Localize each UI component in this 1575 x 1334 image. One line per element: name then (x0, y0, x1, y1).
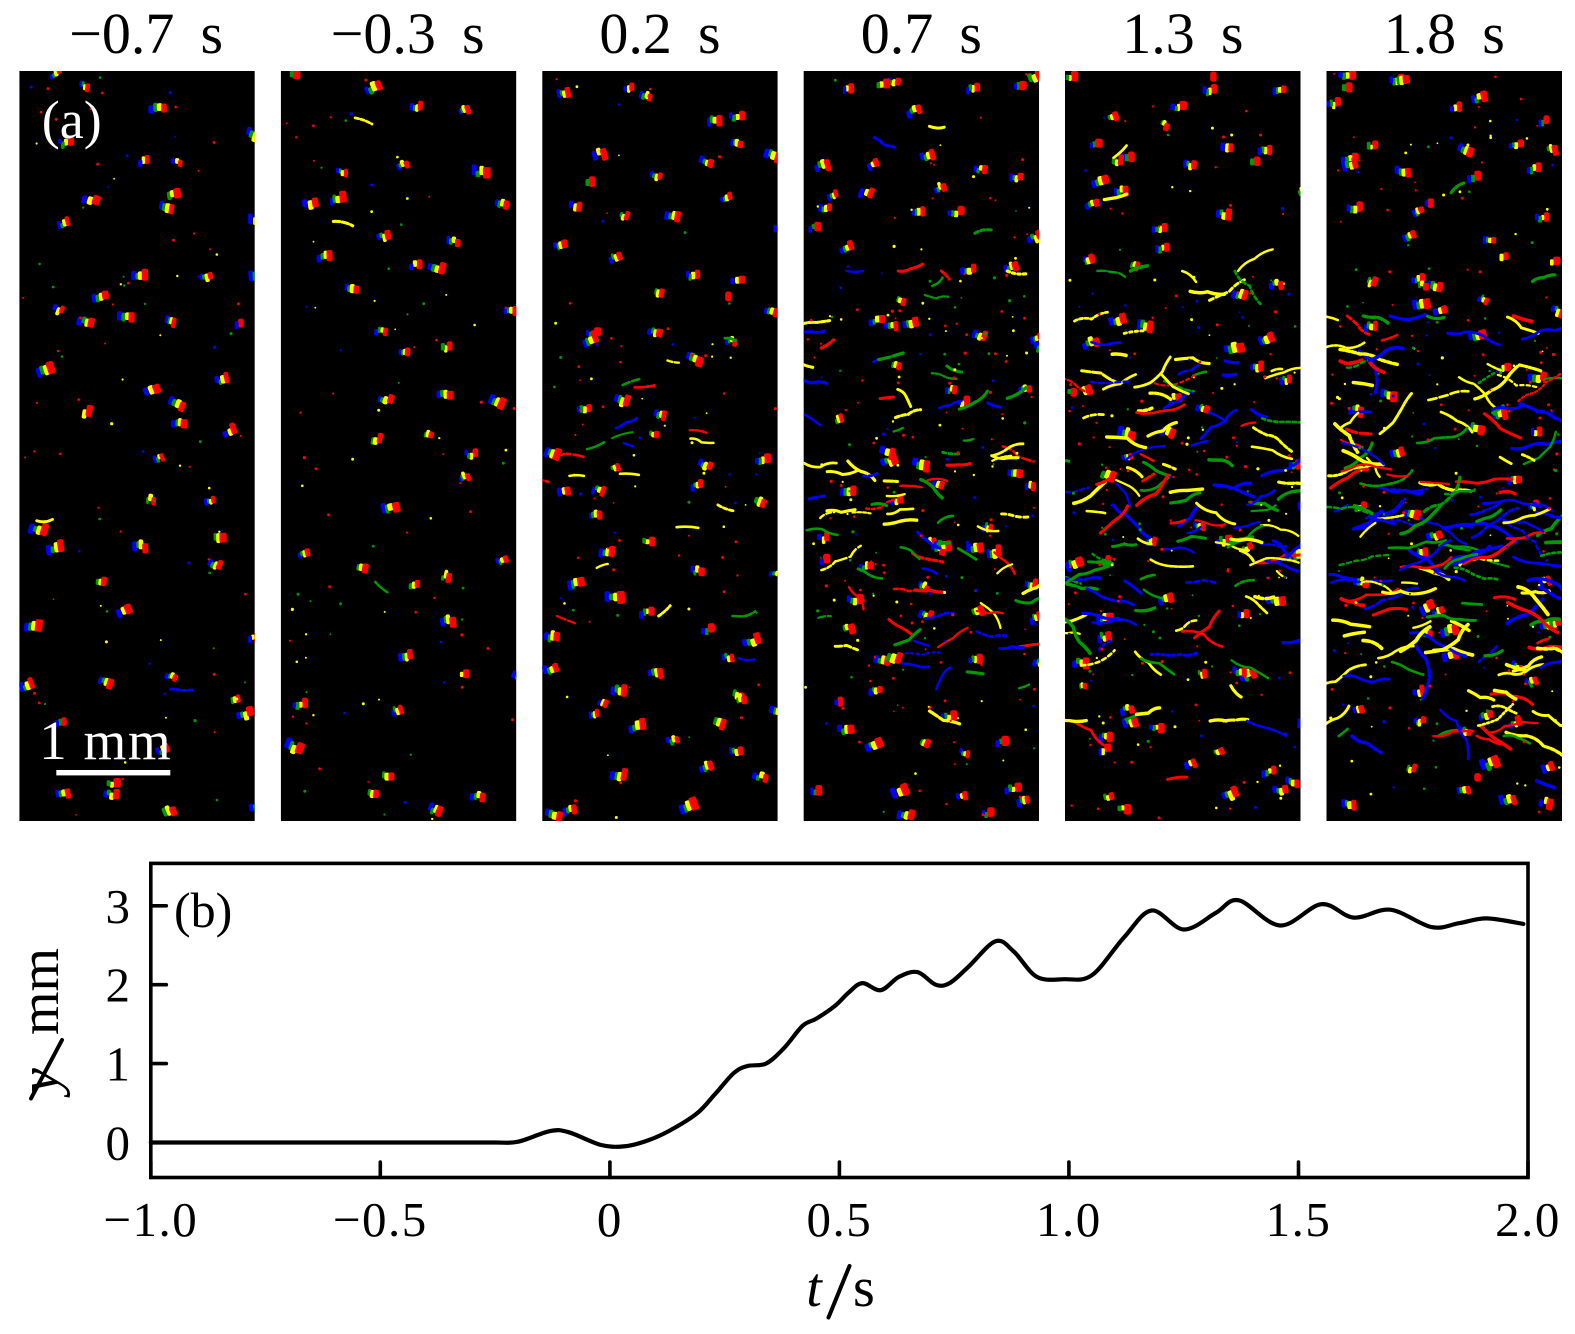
svg-text:1.3 s: 1.3 s (1122, 1, 1243, 66)
svg-text:0: 0 (106, 1116, 131, 1171)
svg-text:1.5: 1.5 (1266, 1192, 1332, 1247)
svg-text:0.7 s: 0.7 s (861, 1, 982, 66)
svg-text:−0.3 s: −0.3 s (331, 1, 485, 66)
svg-text:1.0: 1.0 (1036, 1192, 1102, 1247)
svg-text:0: 0 (597, 1192, 623, 1247)
svg-text:0.5: 0.5 (807, 1192, 873, 1247)
svg-text:1: 1 (106, 1037, 131, 1092)
svg-text:3: 3 (106, 879, 131, 934)
svg-text:1 mm: 1 mm (39, 710, 172, 771)
svg-text:2: 2 (106, 958, 131, 1013)
svg-text:−0.5: −0.5 (333, 1192, 428, 1247)
svg-text:−1.0: −1.0 (103, 1192, 198, 1247)
svg-text:(b): (b) (174, 882, 232, 938)
svg-text:−0.7 s: −0.7 s (69, 1, 223, 66)
svg-text:2.0: 2.0 (1495, 1192, 1561, 1247)
svg-text:mm: mm (9, 948, 71, 1035)
svg-text:0.2 s: 0.2 s (599, 1, 720, 66)
svg-text:s: s (853, 1257, 875, 1319)
svg-text:(a): (a) (42, 90, 102, 150)
svg-text:t: t (806, 1257, 823, 1319)
svg-text:1.8 s: 1.8 s (1384, 1, 1505, 66)
